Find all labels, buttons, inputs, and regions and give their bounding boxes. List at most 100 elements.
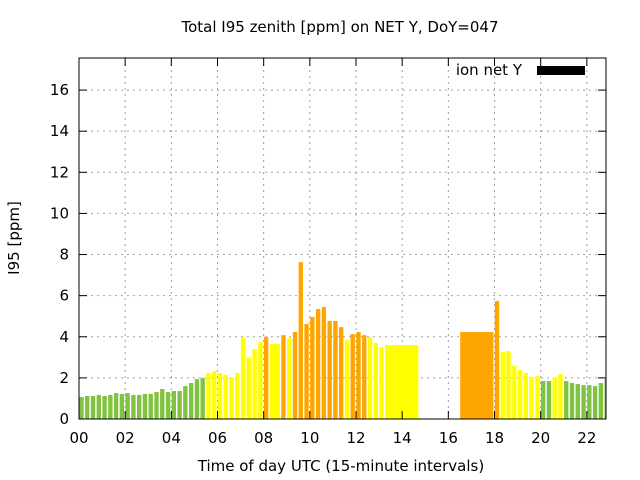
bar (246, 357, 252, 419)
plot-frame (78, 57, 607, 420)
x-tick-label: 14 (393, 429, 412, 447)
bar (512, 365, 517, 419)
bar (125, 393, 130, 419)
y-axis-label: I95 [ppm] (5, 201, 23, 275)
bar (604, 379, 606, 419)
x-tick-label: 16 (439, 429, 458, 447)
y-tick-label: 12 (50, 163, 69, 181)
bar (108, 394, 113, 419)
bar (338, 327, 344, 419)
bar (183, 386, 188, 419)
bar (177, 391, 182, 419)
bar (564, 380, 569, 419)
bar (321, 306, 327, 419)
bar (96, 394, 101, 419)
x-tick-label: 22 (577, 429, 596, 447)
bar (592, 386, 598, 419)
legend-label: ion net Y (456, 61, 523, 79)
bar (137, 394, 142, 419)
bar (171, 391, 177, 419)
bar (350, 334, 355, 419)
bar (362, 335, 367, 419)
bar (206, 372, 211, 419)
bar (373, 342, 378, 419)
bar (385, 344, 419, 419)
bar (315, 309, 321, 419)
bar (310, 317, 315, 419)
bar (517, 370, 523, 419)
bar (460, 332, 494, 419)
bar (494, 300, 500, 419)
bar (102, 395, 107, 419)
bar (263, 336, 269, 419)
bar (235, 372, 240, 419)
bar (212, 371, 217, 419)
y-tick-label: 8 (59, 246, 69, 264)
bar (119, 393, 125, 419)
y-tick-label: 16 (50, 81, 69, 99)
bar (558, 373, 563, 419)
bar (131, 394, 136, 419)
bar (217, 372, 223, 419)
grid-lines (79, 58, 606, 419)
y-tick-label: 10 (50, 204, 69, 222)
y-tick-label: 14 (50, 122, 69, 140)
bar (194, 379, 200, 419)
bar (229, 377, 234, 419)
x-tick-label: 10 (300, 429, 319, 447)
x-axis-label: Time of day UTC (15-minute intervals) (197, 457, 484, 475)
x-tick-label: 20 (531, 429, 550, 447)
legend: ion net Y (456, 61, 585, 79)
bar (160, 388, 165, 419)
bar (587, 385, 592, 419)
bar (240, 337, 246, 419)
x-tick-label: 04 (162, 429, 181, 447)
bar (292, 332, 298, 419)
bar (281, 335, 286, 419)
bar (523, 372, 529, 419)
bar (552, 377, 557, 419)
bar (529, 377, 534, 419)
bar (581, 385, 586, 419)
bar (79, 397, 84, 419)
x-tick-label: 02 (116, 429, 135, 447)
y-tick-label: 2 (59, 369, 69, 387)
x-tick-label: 00 (69, 429, 88, 447)
bar (269, 343, 280, 419)
x-tick-label: 08 (254, 429, 273, 447)
bar (252, 349, 257, 419)
bar (85, 395, 90, 419)
bar (598, 383, 604, 419)
bar (356, 332, 361, 419)
legend-swatch (537, 66, 585, 75)
bar (90, 395, 96, 419)
bar (298, 262, 303, 419)
x-tick-label: 12 (346, 429, 365, 447)
bar (344, 340, 350, 419)
bar (200, 378, 205, 419)
bar (165, 392, 171, 419)
bar (148, 393, 153, 419)
bar (500, 351, 505, 419)
bar (569, 383, 575, 419)
bar (535, 376, 540, 419)
bar (188, 383, 194, 419)
bar (327, 320, 332, 419)
bar (333, 320, 338, 419)
bar (142, 393, 148, 419)
bar (379, 347, 384, 419)
bar (258, 342, 263, 419)
bar (506, 350, 511, 419)
bar (223, 375, 228, 419)
bar (154, 392, 159, 419)
bar (575, 384, 580, 419)
bar (540, 380, 546, 419)
bar (287, 338, 292, 419)
y-tick-label: 0 (59, 410, 69, 428)
bar (113, 393, 119, 419)
chart-title: Total I95 zenith [ppm] on NET Y, DoY=047 (180, 18, 498, 36)
y-tick-label: 4 (59, 328, 69, 346)
bars (79, 262, 606, 419)
